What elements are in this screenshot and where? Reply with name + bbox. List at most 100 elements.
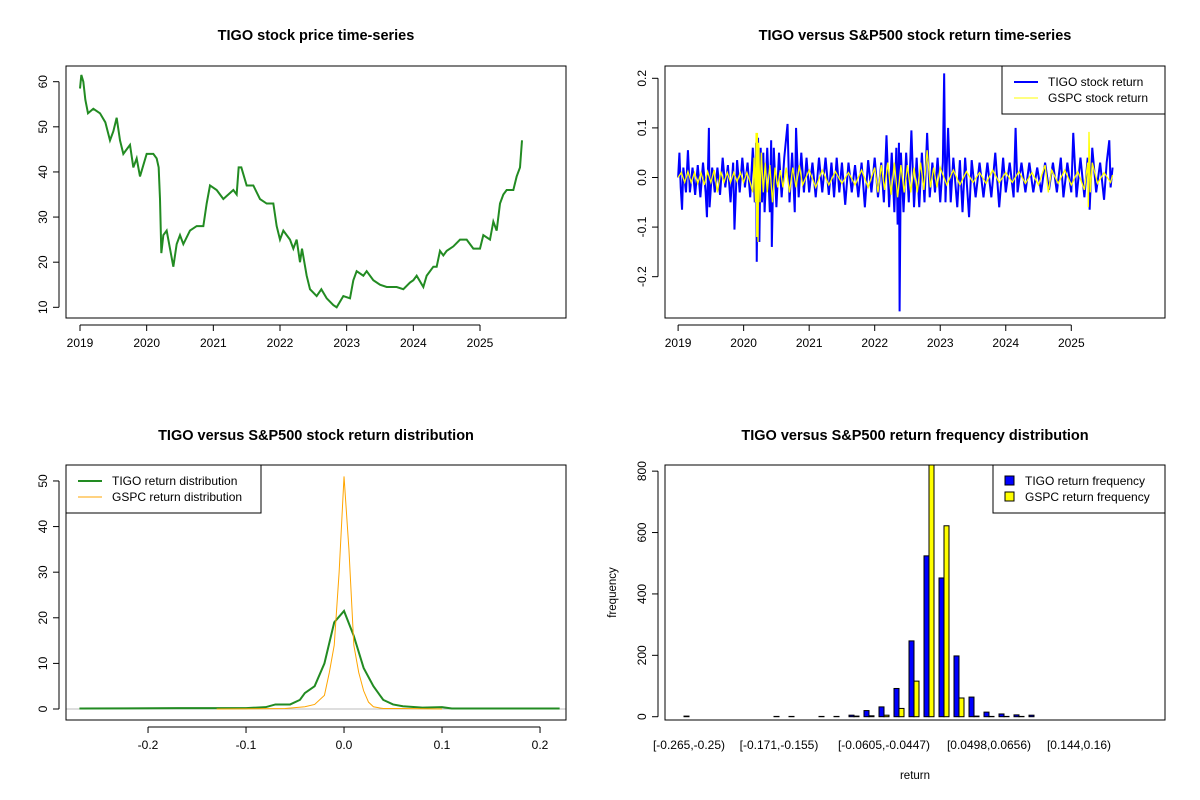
panel-4: TIGO versus S&P500 return frequency dist… (607, 428, 1166, 782)
bar-tigo (1028, 714, 1035, 718)
bar-gspc (853, 715, 860, 718)
bar-tigo (998, 713, 1005, 718)
bar-tigo (938, 577, 945, 718)
y-tick-label: -0.1 (635, 216, 649, 237)
y-tick-label: -0.2 (635, 266, 649, 287)
legend-label: GSPC stock return (1048, 91, 1148, 105)
chart-title: TIGO stock price time-series (218, 28, 415, 44)
y-tick-label: 40 (36, 520, 50, 534)
bar-tigo (923, 555, 930, 718)
density-line-gspc (216, 476, 443, 710)
plot-area (683, 465, 1035, 718)
y-axis: 0 200 400 600 800 (635, 461, 659, 720)
legend-box (65, 464, 262, 514)
y-tick-label: 50 (36, 474, 50, 488)
x-axis: -0.2 -0.1 0.0 0.1 0.2 (138, 726, 549, 752)
bar-gspc (973, 715, 980, 718)
y-tick-label: 30 (36, 565, 50, 579)
x-tick-label: 0.1 (434, 738, 451, 752)
y-tick-label: 50 (36, 120, 50, 134)
y-tick-label: 800 (635, 461, 649, 481)
plot-frame (664, 464, 1166, 721)
x-tick-label: 2022 (267, 336, 294, 350)
series-line-tigo-return (677, 73, 1114, 312)
panel-3: TIGO versus S&P500 stock return distribu… (36, 428, 567, 752)
bar-tigo (893, 687, 900, 718)
y-tick-label: 10 (36, 656, 50, 670)
chart-title: TIGO versus S&P500 return frequency dist… (741, 428, 1088, 444)
x-tick-label: 2019 (67, 336, 94, 350)
x-tick-label: 2023 (927, 336, 954, 350)
legend-box (992, 464, 1166, 514)
y-axis: -0.2 -0.1 0.0 0.1 0.2 (635, 70, 659, 287)
chart-title: TIGO versus S&P500 stock return time-ser… (759, 28, 1072, 44)
plot-frame (65, 65, 567, 319)
panel-1: TIGO stock price time-series 10 20 30 40 50 60… (36, 28, 567, 350)
bar-gspc (943, 525, 950, 718)
density-line-tigo (79, 609, 560, 710)
plot-frame (65, 464, 567, 721)
y-tick-label: 200 (635, 645, 649, 665)
x-tick-label: [-0.0605,-0.0447) (838, 738, 930, 752)
legend-label: GSPC return frequency (1025, 490, 1150, 504)
x-tick-label: 2020 (730, 336, 757, 350)
bar-tigo (953, 655, 960, 718)
legend: TIGO return frequency GSPC return frequen… (992, 464, 1166, 514)
legend-label: GSPC return distribution (112, 490, 242, 504)
x-tick-label: 0.2 (532, 738, 549, 752)
plot-area (66, 476, 566, 710)
bar-tigo (863, 710, 870, 718)
series-line-tigo-price (79, 74, 523, 309)
bar-gspc (898, 707, 905, 718)
y-tick-label: 0.2 (635, 70, 649, 87)
y-axis-title: frequency (607, 567, 619, 618)
y-tick-label: 60 (36, 75, 50, 89)
series-line-gspc-return (677, 131, 1114, 242)
bar-gspc (868, 715, 875, 718)
x-tick-label: 2024 (992, 336, 1019, 350)
y-tick-label: 600 (635, 522, 649, 542)
bar-tigo (848, 714, 855, 718)
x-tick-label: -0.2 (138, 738, 159, 752)
bar-tigo (1013, 714, 1020, 718)
x-tick-label: 2020 (133, 336, 160, 350)
x-tick-label: 2022 (861, 336, 888, 350)
x-axis: 2019 2020 2021 2022 2023 2024 2025 (67, 324, 494, 350)
legend-label: TIGO return distribution (112, 474, 237, 488)
x-axis: [-0.265,-0.25) [-0.171,-0.155) [-0.0605,-0… (653, 738, 1111, 752)
x-tick-label: 2023 (333, 336, 360, 350)
x-axis: 2019 2020 2021 2022 2023 2024 2025 (665, 324, 1085, 350)
bar-tigo (908, 640, 915, 718)
bar-tigo (983, 711, 990, 718)
legend-swatch (1004, 475, 1015, 486)
legend-swatch (1004, 491, 1015, 502)
x-tick-label: [-0.265,-0.25) (653, 738, 725, 752)
y-tick-label: 0 (635, 713, 649, 720)
bar-gspc (883, 714, 890, 718)
y-tick-label: 0 (36, 705, 50, 712)
chart-title: TIGO versus S&P500 stock return distribu… (158, 428, 474, 444)
x-tick-label: 2021 (200, 336, 227, 350)
plot-frame (664, 65, 1166, 319)
x-tick-label: 2021 (796, 336, 823, 350)
legend-label: TIGO return frequency (1025, 474, 1145, 488)
y-tick-label: 10 (36, 300, 50, 314)
plot-area (79, 74, 523, 309)
x-tick-label: 2025 (1058, 336, 1085, 350)
bar-tigo (968, 696, 975, 718)
y-tick-label: 20 (36, 611, 50, 625)
plot-area (677, 73, 1114, 312)
y-tick-label: 40 (36, 165, 50, 179)
legend-box (1001, 65, 1166, 115)
x-axis-title: return (900, 770, 930, 782)
legend-label: TIGO stock return (1048, 75, 1143, 89)
panel-2: TIGO versus S&P500 stock return time-ser… (635, 28, 1166, 350)
x-tick-label: 2025 (467, 336, 494, 350)
x-tick-label: [0.144,0.16) (1047, 738, 1111, 752)
bar-gspc (913, 680, 920, 718)
bar-gspc (928, 465, 935, 718)
y-tick-label: 400 (635, 584, 649, 604)
legend: TIGO stock return GSPC stock return (1001, 65, 1166, 115)
y-tick-label: 20 (36, 255, 50, 269)
